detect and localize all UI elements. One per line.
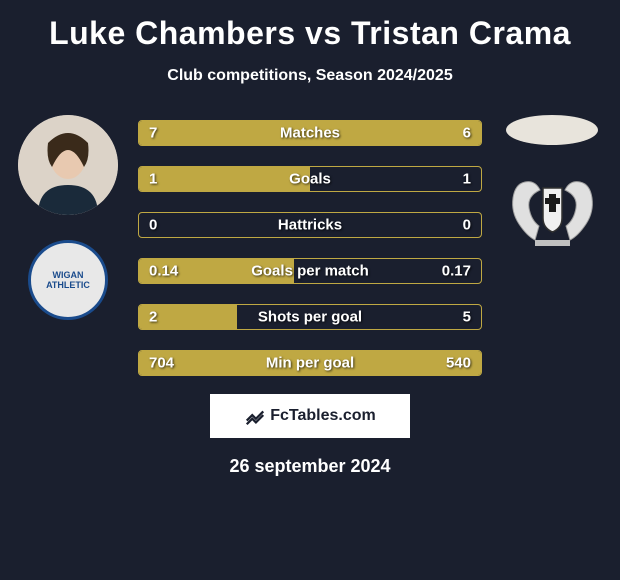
stat-value-right: 6: [463, 125, 471, 142]
stat-row: 0.14 0.17 Goals per match: [138, 258, 482, 284]
stat-value-right: 1: [463, 171, 471, 188]
subtitle: Club competitions, Season 2024/2025: [0, 67, 620, 85]
stat-label: Min per goal: [266, 355, 354, 372]
club-badge-left-text: WIGANATHLETIC: [46, 270, 90, 290]
stat-value-right: 0: [463, 217, 471, 234]
bar-fill-right: [323, 121, 481, 145]
date: 26 september 2024: [0, 456, 620, 477]
stat-value-right: 5: [463, 309, 471, 326]
stat-value-left: 2: [149, 309, 157, 326]
stat-value-left: 0.14: [149, 263, 178, 280]
stat-label: Goals per match: [251, 263, 369, 280]
stat-value-left: 704: [149, 355, 174, 372]
main-area: WIGANATHLETIC 7 6 Matches 1 1 Goals 0 0 Hattrick…: [0, 115, 620, 376]
stat-value-left: 0: [149, 217, 157, 234]
club-badge-left: WIGANATHLETIC: [28, 240, 108, 320]
stat-row: 0 0 Hattricks: [138, 212, 482, 238]
stat-row: 7 6 Matches: [138, 120, 482, 146]
stat-value-right: 540: [446, 355, 471, 372]
stats-bars: 7 6 Matches 1 1 Goals 0 0 Hattricks 0.14 0.17 Goals…: [128, 115, 492, 376]
stat-label: Hattricks: [278, 217, 342, 234]
club-badge-right: [505, 170, 600, 250]
right-column: [492, 115, 612, 250]
stat-value-left: 1: [149, 171, 157, 188]
stat-label: Matches: [280, 125, 340, 142]
chart-icon: [244, 405, 266, 427]
comparison-card: Luke Chambers vs Tristan Crama Club comp…: [0, 0, 620, 580]
stat-row: 2 5 Shots per goal: [138, 304, 482, 330]
stat-label: Shots per goal: [258, 309, 362, 326]
avatar-left-icon: [18, 115, 118, 215]
crest-right-icon: [505, 170, 600, 250]
left-column: WIGANATHLETIC: [8, 115, 128, 320]
brand-bar[interactable]: FcTables.com: [210, 394, 410, 438]
page-title: Luke Chambers vs Tristan Crama: [0, 15, 620, 52]
stat-value-right: 0.17: [442, 263, 471, 280]
bar-fill-left: [139, 167, 310, 191]
stat-label: Goals: [289, 171, 331, 188]
player-right-avatar: [506, 115, 598, 145]
brand-text: FcTables.com: [270, 407, 376, 425]
stat-value-left: 7: [149, 125, 157, 142]
stat-row: 1 1 Goals: [138, 166, 482, 192]
player-left-avatar: [18, 115, 118, 215]
stat-row: 704 540 Min per goal: [138, 350, 482, 376]
